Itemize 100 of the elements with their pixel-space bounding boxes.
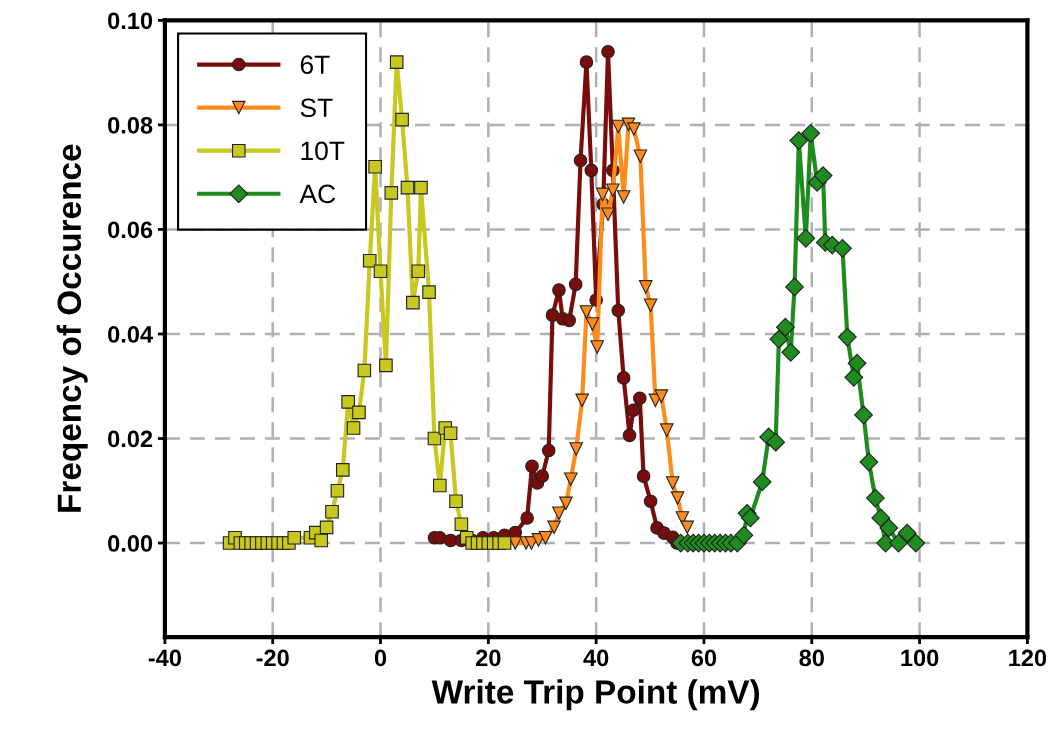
point	[314, 533, 329, 548]
point	[319, 520, 334, 535]
point	[766, 432, 786, 452]
legend-label: AC	[299, 184, 336, 204]
point	[346, 421, 361, 435]
point	[362, 253, 377, 268]
point	[569, 442, 584, 456]
point	[352, 405, 366, 420]
point	[847, 353, 867, 373]
point	[443, 533, 458, 548]
point	[626, 403, 641, 418]
x-tick-label: 40	[583, 649, 609, 667]
point	[854, 405, 873, 425]
point	[775, 317, 795, 337]
point	[889, 533, 908, 553]
point	[568, 277, 583, 292]
point	[844, 367, 864, 387]
point	[611, 119, 626, 134]
point	[813, 166, 833, 185]
point	[595, 187, 610, 202]
point	[443, 426, 458, 441]
point	[627, 122, 641, 136]
point	[579, 55, 594, 69]
point	[579, 305, 594, 319]
point	[590, 340, 605, 354]
point	[879, 518, 899, 538]
legend-label: 6T	[300, 55, 330, 75]
point	[675, 511, 690, 525]
point	[454, 517, 469, 532]
point	[769, 329, 789, 349]
point	[552, 506, 566, 521]
point	[341, 395, 355, 409]
point	[670, 491, 685, 505]
y-tick-label: 0.08	[108, 116, 153, 134]
point	[796, 228, 816, 248]
point	[287, 531, 302, 545]
point	[616, 190, 631, 204]
point	[633, 391, 647, 406]
point	[400, 180, 415, 195]
point	[379, 358, 393, 373]
x-tick-label: 120	[1009, 649, 1047, 667]
point	[395, 112, 409, 127]
point	[357, 363, 372, 378]
point	[837, 327, 857, 347]
y-tick-label: 0.10	[108, 12, 153, 30]
point	[622, 428, 637, 443]
point	[643, 494, 658, 509]
point	[601, 44, 615, 59]
point	[801, 123, 821, 143]
point	[865, 488, 885, 508]
y-tick-label: 0.04	[108, 326, 153, 343]
point	[449, 494, 463, 509]
y-tick-label: 0.02	[108, 430, 153, 448]
point	[525, 459, 539, 474]
point	[406, 295, 420, 310]
point	[389, 55, 404, 69]
point	[871, 508, 891, 528]
point	[601, 207, 615, 222]
point	[859, 452, 879, 472]
point	[897, 523, 917, 543]
point	[659, 423, 674, 437]
point	[433, 531, 447, 545]
point	[520, 511, 534, 525]
point	[785, 277, 804, 297]
point	[833, 238, 852, 258]
legend-label: ST	[300, 98, 333, 118]
point	[638, 280, 653, 294]
point	[411, 264, 426, 279]
point	[636, 469, 651, 483]
point	[573, 153, 588, 168]
point	[606, 183, 620, 198]
x-tick-label: 60	[691, 649, 717, 667]
point	[734, 525, 754, 545]
x-tick-label: -20	[256, 649, 289, 667]
x-tick-label: 80	[799, 649, 824, 667]
point	[906, 533, 926, 553]
point	[665, 476, 680, 490]
point	[564, 472, 578, 487]
point	[654, 389, 669, 403]
point	[752, 472, 772, 492]
point	[562, 313, 576, 328]
x-tick-label: 100	[901, 649, 939, 667]
point	[559, 496, 573, 511]
point	[584, 163, 599, 178]
y-tick-label: 0.00	[108, 535, 153, 552]
point	[433, 478, 447, 493]
point	[616, 371, 631, 385]
point	[781, 342, 801, 362]
point	[643, 298, 658, 313]
point	[325, 504, 339, 519]
point	[538, 531, 553, 545]
point	[680, 520, 695, 535]
point	[585, 317, 600, 331]
y-axis-title: Freqency of Occurence	[56, 144, 88, 512]
point	[384, 186, 399, 200]
point	[541, 443, 556, 458]
point	[633, 149, 648, 164]
point	[373, 264, 388, 279]
point	[611, 303, 626, 318]
legend-label: 10T	[301, 141, 345, 161]
